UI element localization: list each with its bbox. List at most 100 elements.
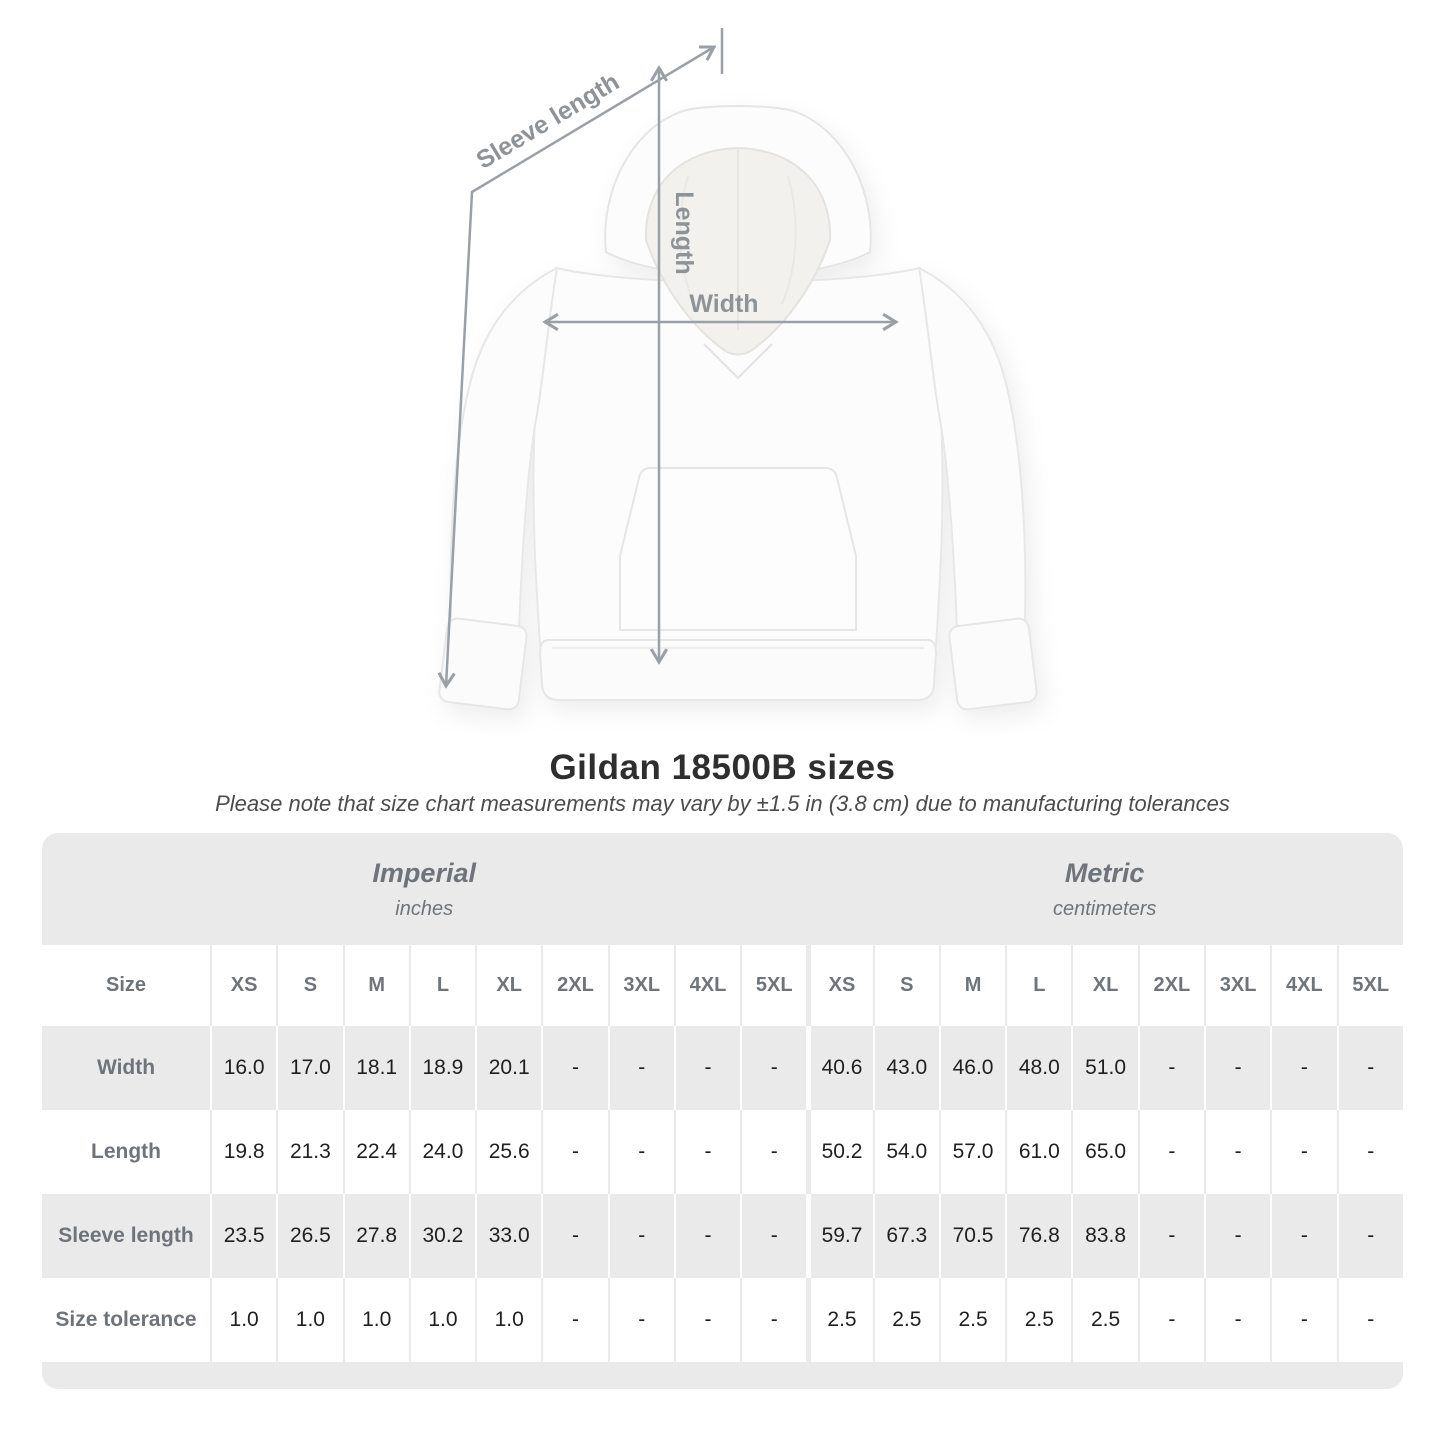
table-row-width: Width 16.0 17.0 18.1 18.9 20.1 - - - - 4… <box>42 1026 1403 1110</box>
value-cell: 1.0 <box>276 1278 343 1362</box>
value-cell: - <box>1203 1110 1271 1194</box>
value-cell: 57.0 <box>938 1110 1006 1194</box>
value-cell: 2.5 <box>872 1278 939 1362</box>
page-subtitle: Please note that size chart measurements… <box>215 791 1230 816</box>
value-cell: - <box>740 1110 807 1194</box>
value-cell: 16.0 <box>210 1026 277 1110</box>
size-header: 3XL <box>607 945 674 1026</box>
value-cell: - <box>1270 1110 1337 1194</box>
table-row-size-tolerance: Size tolerance 1.0 1.0 1.0 1.0 1.0 - - -… <box>42 1278 1403 1362</box>
imperial-title: Imperial <box>372 857 476 888</box>
value-cell: 1.0 <box>342 1278 409 1362</box>
value-cell: - <box>541 1194 608 1278</box>
value-cell: 27.8 <box>342 1194 409 1278</box>
value-cell: 70.5 <box>938 1194 1006 1278</box>
value-cell: - <box>673 1110 741 1194</box>
size-header: S <box>276 945 343 1026</box>
value-cell: 43.0 <box>872 1026 939 1110</box>
size-header: L <box>1005 945 1072 1026</box>
size-header: 4XL <box>673 945 741 1026</box>
value-cell: 21.3 <box>276 1110 343 1194</box>
row-label: Length <box>42 1110 210 1194</box>
value-cell: 2.5 <box>1071 1278 1138 1362</box>
value-cell: 26.5 <box>276 1194 343 1278</box>
size-header: 5XL <box>740 945 807 1026</box>
row-label: Width <box>42 1026 210 1110</box>
value-cell: - <box>1270 1278 1337 1362</box>
hoodie-measurement-diagram: Sleeve length Length Width <box>0 28 1038 711</box>
metric-title: Metric <box>1064 857 1145 888</box>
unit-header-row: Imperial inches Metric centimeters <box>42 833 1403 945</box>
size-header: 5XL <box>1336 945 1403 1026</box>
value-cell: 67.3 <box>872 1194 939 1278</box>
value-cell: - <box>1203 1194 1271 1278</box>
value-cell: - <box>673 1278 741 1362</box>
value-cell: 40.6 <box>806 1026 873 1110</box>
length-label: Length <box>670 191 698 274</box>
value-cell: - <box>740 1278 807 1362</box>
row-label: Size tolerance <box>42 1278 210 1362</box>
value-cell: - <box>607 1194 674 1278</box>
value-cell: 19.8 <box>210 1110 277 1194</box>
value-cell: - <box>740 1026 807 1110</box>
sleeve-length-label: Sleeve length <box>472 68 625 175</box>
value-cell: 24.0 <box>408 1110 476 1194</box>
value-cell: 2.5 <box>1005 1278 1072 1362</box>
value-cell: - <box>1137 1278 1204 1362</box>
size-header-row: Size XS S M L XL 2XL 3XL 4XL 5XL XS S M … <box>42 945 1403 1026</box>
value-cell: - <box>673 1026 741 1110</box>
value-cell: 1.0 <box>210 1278 277 1362</box>
value-cell: 33.0 <box>475 1194 542 1278</box>
value-cell: - <box>541 1026 608 1110</box>
imperial-header: Imperial inches <box>42 833 807 945</box>
value-cell: - <box>1270 1026 1337 1110</box>
table-row-sleeve-length: Sleeve length 23.5 26.5 27.8 30.2 33.0 -… <box>42 1194 1403 1278</box>
size-header: M <box>938 945 1006 1026</box>
value-cell: 59.7 <box>806 1194 873 1278</box>
value-cell: 1.0 <box>475 1278 542 1362</box>
value-cell: - <box>1137 1110 1204 1194</box>
size-col-header: Size <box>42 945 210 1026</box>
value-cell: 18.1 <box>342 1026 409 1110</box>
table-footer-strip <box>42 1362 1403 1389</box>
value-cell: - <box>1270 1194 1337 1278</box>
value-cell: 2.5 <box>938 1278 1006 1362</box>
table-row-length: Length 19.8 21.3 22.4 24.0 25.6 - - - - … <box>42 1110 1403 1194</box>
value-cell: - <box>607 1110 674 1194</box>
size-header: XS <box>806 945 873 1026</box>
value-cell: 54.0 <box>872 1110 939 1194</box>
size-header: M <box>342 945 409 1026</box>
metric-header: Metric centimeters <box>806 833 1403 945</box>
value-cell: - <box>541 1110 608 1194</box>
value-cell: - <box>541 1278 608 1362</box>
size-header: XL <box>475 945 542 1026</box>
value-cell: - <box>1137 1026 1204 1110</box>
value-cell: - <box>1336 1110 1403 1194</box>
value-cell: 17.0 <box>276 1026 343 1110</box>
value-cell: - <box>1336 1278 1403 1362</box>
size-chart: Imperial inches Metric centimeters Size … <box>42 833 1403 1389</box>
value-cell: - <box>1336 1026 1403 1110</box>
value-cell: 30.2 <box>408 1194 476 1278</box>
page-title: Gildan 18500B sizes <box>549 748 896 787</box>
length-arrow: Length <box>659 68 698 662</box>
size-header: 2XL <box>1137 945 1204 1026</box>
value-cell: 25.6 <box>475 1110 542 1194</box>
size-header: XL <box>1071 945 1138 1026</box>
hoodie-diagram-svg: Sleeve length Length Width <box>0 28 1038 711</box>
value-cell: 61.0 <box>1005 1110 1072 1194</box>
value-cell: 83.8 <box>1071 1194 1138 1278</box>
imperial-unit: inches <box>395 897 454 920</box>
value-cell: 50.2 <box>806 1110 873 1194</box>
value-cell: - <box>673 1194 741 1278</box>
width-label: Width <box>689 290 758 318</box>
value-cell: 23.5 <box>210 1194 277 1278</box>
size-table: Imperial inches Metric centimeters Size … <box>42 833 1403 1389</box>
value-cell: 2.5 <box>806 1278 873 1362</box>
value-cell: - <box>1203 1278 1271 1362</box>
value-cell: - <box>740 1194 807 1278</box>
value-cell: 48.0 <box>1005 1026 1072 1110</box>
value-cell: - <box>1203 1026 1271 1110</box>
value-cell: 1.0 <box>408 1278 476 1362</box>
